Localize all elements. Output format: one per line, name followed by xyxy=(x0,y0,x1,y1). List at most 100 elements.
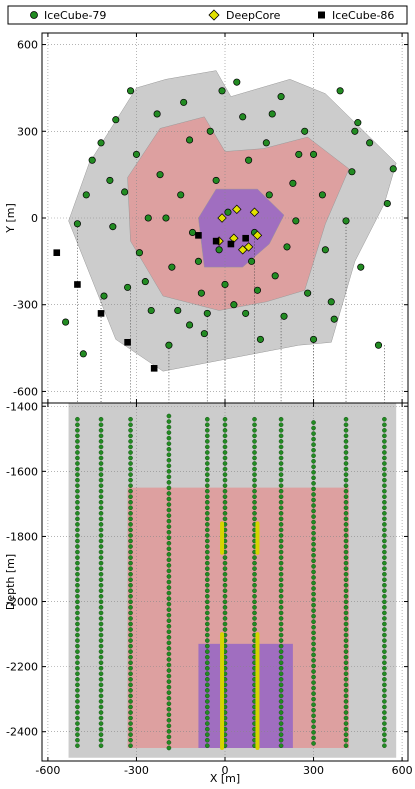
icecube79-point xyxy=(354,119,362,127)
dom-point xyxy=(98,682,104,688)
icecube79-point xyxy=(126,87,135,95)
dom-point xyxy=(75,665,80,671)
dom-point xyxy=(311,442,316,447)
deepcore-point xyxy=(252,230,263,241)
dom-point xyxy=(382,571,387,577)
icecube79-point xyxy=(233,78,241,86)
dom-point xyxy=(75,677,80,682)
dom-point xyxy=(382,704,387,710)
dom-point xyxy=(98,444,104,450)
dom-point xyxy=(343,627,349,632)
dom-point xyxy=(343,605,349,610)
dom-point xyxy=(75,439,80,444)
bottom-region-2 xyxy=(198,643,293,748)
icecube79-point xyxy=(79,350,87,358)
dom-point xyxy=(75,710,80,715)
dom-point xyxy=(343,560,349,566)
dom-point xyxy=(166,668,172,673)
dom-point xyxy=(278,472,284,477)
dom-point xyxy=(204,566,210,571)
dom-point xyxy=(311,458,316,464)
dom-point xyxy=(128,466,133,472)
dom-point xyxy=(311,547,316,553)
dom-point xyxy=(204,710,210,715)
dom-point xyxy=(311,630,316,636)
dom-point xyxy=(252,494,257,500)
dom-point xyxy=(166,657,172,662)
dom-point xyxy=(252,433,257,439)
dom-point xyxy=(252,555,257,560)
dom-point xyxy=(98,599,104,605)
icecube79-point xyxy=(186,321,194,329)
dom-point xyxy=(311,680,316,685)
dom-point xyxy=(166,518,172,524)
dom-point xyxy=(166,568,172,574)
dom-point xyxy=(222,588,228,594)
icecube86-point xyxy=(195,232,202,239)
dom-point xyxy=(166,535,172,541)
dom-point xyxy=(311,431,316,436)
dom-point xyxy=(343,654,349,660)
dom-point xyxy=(75,682,80,688)
dom-point xyxy=(75,499,80,505)
icecube79-point xyxy=(383,199,391,208)
icecube79-point xyxy=(168,263,176,271)
dom-point xyxy=(75,422,80,428)
bottom-x-ticks: -600 -300 0 300 600 xyxy=(35,403,413,777)
dom-point xyxy=(166,524,172,529)
dom-point xyxy=(98,439,104,444)
dom-point xyxy=(311,425,316,431)
dom-point xyxy=(382,632,387,638)
dom-point xyxy=(278,549,284,555)
dom-point xyxy=(75,660,80,666)
dom-point xyxy=(222,499,228,505)
dom-point xyxy=(222,582,228,588)
dom-point xyxy=(278,594,284,599)
icecube79-point xyxy=(357,263,365,271)
dom-point xyxy=(252,428,257,433)
dom-point xyxy=(98,433,104,439)
dom-point xyxy=(311,674,316,680)
dom-point xyxy=(98,416,104,422)
dom-point xyxy=(311,558,316,564)
dom-point xyxy=(343,577,349,583)
dom-point xyxy=(343,582,349,588)
dom-point xyxy=(382,511,387,516)
dom-point xyxy=(311,730,316,735)
dom-point xyxy=(128,660,133,666)
dom-point xyxy=(382,665,387,671)
deepcore-point xyxy=(217,213,227,223)
dom-point xyxy=(75,649,80,654)
dom-point xyxy=(311,663,316,669)
icecube79-point xyxy=(206,127,214,135)
dom-point xyxy=(128,627,133,632)
dom-point xyxy=(128,522,133,527)
dom-point xyxy=(128,455,133,461)
dom-point xyxy=(278,665,284,671)
dom-point xyxy=(75,582,80,588)
dom-point xyxy=(204,416,210,422)
icecube86-point xyxy=(124,338,131,346)
dom-point xyxy=(311,658,316,663)
dom-point xyxy=(128,649,133,654)
dom-point xyxy=(222,621,228,627)
icecube79-point xyxy=(162,214,170,222)
dom-point xyxy=(278,505,284,511)
dom-point xyxy=(343,505,349,511)
dom-point xyxy=(343,533,349,538)
bottom-y-tick-label: -1600 xyxy=(6,465,38,478)
icecube79-point xyxy=(121,188,129,196)
dom-point xyxy=(343,621,349,627)
dom-point xyxy=(222,488,228,494)
dom-point xyxy=(204,632,210,638)
dom-point xyxy=(278,737,284,743)
dom-point xyxy=(382,715,387,721)
top-points xyxy=(53,78,397,372)
dom-point xyxy=(204,483,210,488)
dom-point xyxy=(311,713,316,719)
dom-point xyxy=(204,516,210,522)
dom-point xyxy=(278,555,284,560)
dom-point xyxy=(204,743,210,749)
top-y-tick-label: 600 xyxy=(17,39,38,52)
dom-point xyxy=(382,538,387,544)
